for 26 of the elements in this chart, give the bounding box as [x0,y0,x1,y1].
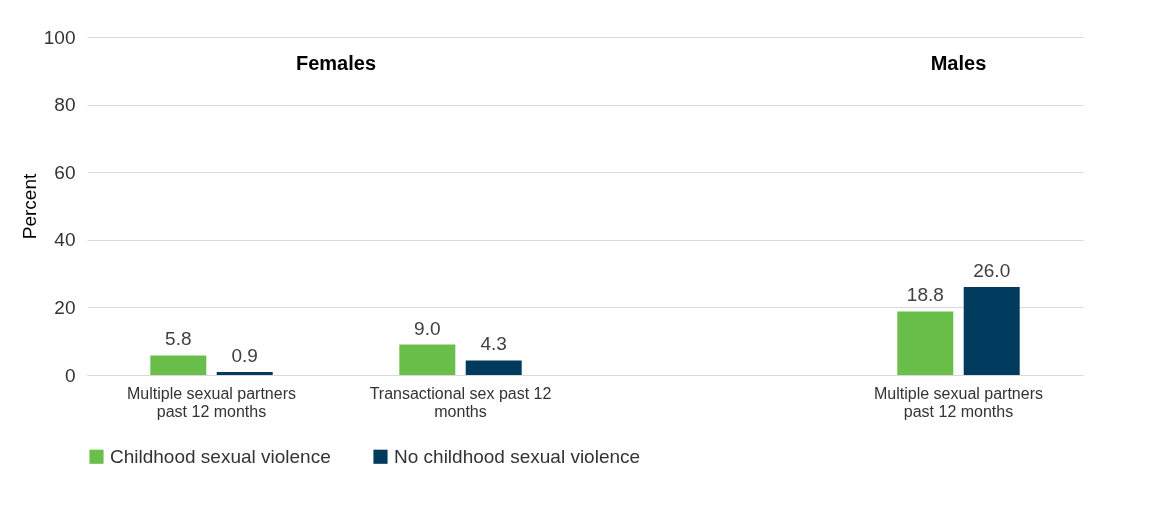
x-tick-label: Transactional sex past 12 months [369,384,552,420]
legend-label: Childhood sexual violence [110,445,331,467]
bar [963,287,1020,375]
annotation: Females [295,52,377,75]
data-label: 18.8 [906,284,944,306]
legend-label: No childhood sexual violence [394,445,641,467]
y-tick-label: 80 [54,94,76,116]
bar [216,371,273,375]
y-tick-label: 20 [54,296,76,318]
data-label: 5.8 [165,328,192,350]
bar [465,360,522,375]
y-tick-label: 0 [64,364,76,386]
data-label: 4.3 [480,333,507,355]
data-label: 0.9 [231,344,258,366]
x-tick-label: Multiple sexual partners past 12 months [874,384,1043,420]
annotation: Males [930,52,987,75]
x-tick-label: Multiple sexual partners past 12 months [127,384,296,420]
y-tick-label: 60 [54,161,76,183]
y-axis-title: Percent [18,173,40,240]
data-label: 9.0 [414,317,441,339]
y-tick-label: 100 [43,26,76,48]
y-tick-label: 40 [54,229,76,251]
data-label: 26.0 [973,260,1011,282]
bar [150,355,207,375]
bar [399,344,456,375]
bar [897,311,954,375]
